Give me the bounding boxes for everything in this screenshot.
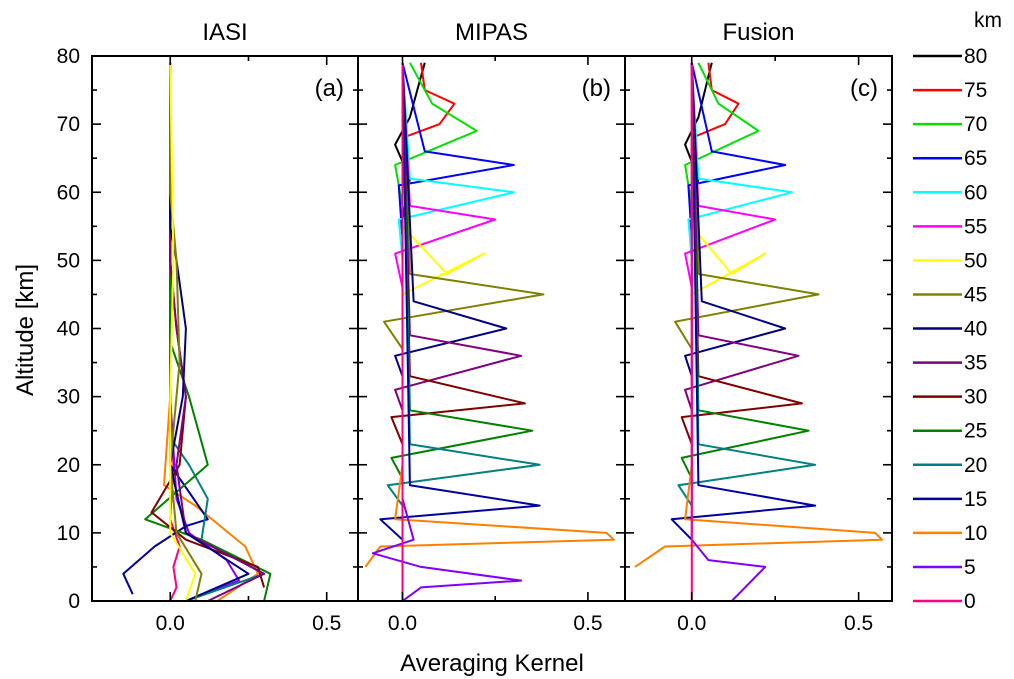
kernel-line-75km (401, 62, 456, 179)
kernel-line-45km (169, 62, 203, 601)
kernel-line-70km (394, 62, 478, 207)
kernel-line-65km (687, 62, 787, 240)
chart-panels: 0.0 0.5 IASI (a) 0.0 0.5 MIPAS (b) 0.0 0.5 Fusion (… (91, 19, 893, 635)
y-tick-label: 20 (57, 454, 80, 477)
kernel-line-45km (383, 62, 545, 350)
x-tick-label: 0.5 (573, 612, 602, 635)
kernel-line-15km (670, 62, 817, 541)
kernel-line-75km (690, 62, 740, 179)
x-tick-label: 0.0 (677, 612, 706, 635)
kernel-line-50km (169, 62, 197, 601)
kernel-line-40km (394, 62, 508, 377)
legend-title: km (974, 9, 1002, 32)
y-tick-label: 70 (57, 113, 80, 136)
x-tick-label: 0.5 (312, 612, 341, 635)
kernel-line-35km (169, 62, 266, 601)
legend-label-75km: 75 (964, 79, 987, 102)
legend-label-50km: 50 (964, 249, 987, 272)
legend-label-0km: 0 (964, 590, 976, 613)
y-axis-title: Altitude [km] (12, 264, 39, 396)
legend-label-80km: 80 (964, 45, 987, 68)
kernel-line-20km (677, 62, 817, 507)
x-axis-title: Averaging Kernel (400, 650, 584, 677)
x-tick-label: 0.0 (388, 612, 417, 635)
kernel-line-30km (150, 62, 266, 588)
y-tick-label: 60 (57, 181, 80, 204)
panel-label: (c) (850, 75, 878, 102)
panel-title: IASI (202, 19, 247, 46)
kernel-line-65km (397, 62, 515, 240)
x-tick-label: 0.5 (844, 612, 873, 635)
panel-1: 0.0 0.5 IASI (a) (91, 19, 359, 635)
y-tick-label: 80 (57, 45, 80, 68)
kernel-line-40km (169, 62, 250, 601)
kernel-line-70km (684, 62, 760, 207)
panel-label: (a) (315, 75, 344, 102)
kernel-line-5km (371, 62, 523, 601)
kernel-line-10km (634, 62, 883, 568)
panel-frame (91, 55, 359, 602)
kernel-line-20km (386, 62, 541, 507)
y-tick-label: 50 (57, 249, 80, 272)
panel-series (634, 62, 883, 601)
kernel-line-15km (122, 62, 209, 595)
y-tick-label: 0 (68, 590, 80, 613)
kernel-line-40km (684, 62, 787, 377)
y-axis: 0 10 20 30 40 50 60 70 80 (57, 45, 80, 613)
panel-series (122, 62, 272, 601)
legend-label-40km: 40 (964, 318, 987, 341)
panel-title: MIPAS (455, 19, 528, 46)
legend-label-30km: 30 (964, 386, 987, 409)
legend-label-25km: 25 (964, 420, 987, 443)
legend-label-70km: 70 (964, 113, 987, 136)
legend-label-20km: 20 (964, 454, 987, 477)
panel-3: 0.0 0.5 Fusion (c) (624, 19, 893, 635)
panel-frame (624, 55, 893, 602)
legend-label-5km: 5 (964, 556, 976, 579)
y-tick-label: 40 (57, 318, 80, 341)
kernel-line-35km (684, 62, 800, 411)
legend-label-45km: 45 (964, 283, 987, 306)
legend-label-35km: 35 (964, 352, 987, 375)
legend-label-10km: 10 (964, 522, 987, 545)
kernel-line-15km (379, 62, 541, 541)
legend-label-15km: 15 (964, 488, 987, 511)
y-tick-label: 10 (57, 522, 80, 545)
legend-label-65km: 65 (964, 147, 987, 170)
legend-label-55km: 55 (964, 215, 987, 238)
panel-series (364, 62, 615, 601)
x-tick-label: 0.0 (156, 612, 185, 635)
y-tick-label: 30 (57, 386, 80, 409)
kernel-line-35km (394, 62, 523, 411)
legend-label-60km: 60 (964, 181, 987, 204)
panel-2: 0.0 0.5 MIPAS (b) (357, 19, 626, 635)
panel-label: (b) (582, 75, 611, 102)
panel-title: Fusion (722, 19, 794, 46)
